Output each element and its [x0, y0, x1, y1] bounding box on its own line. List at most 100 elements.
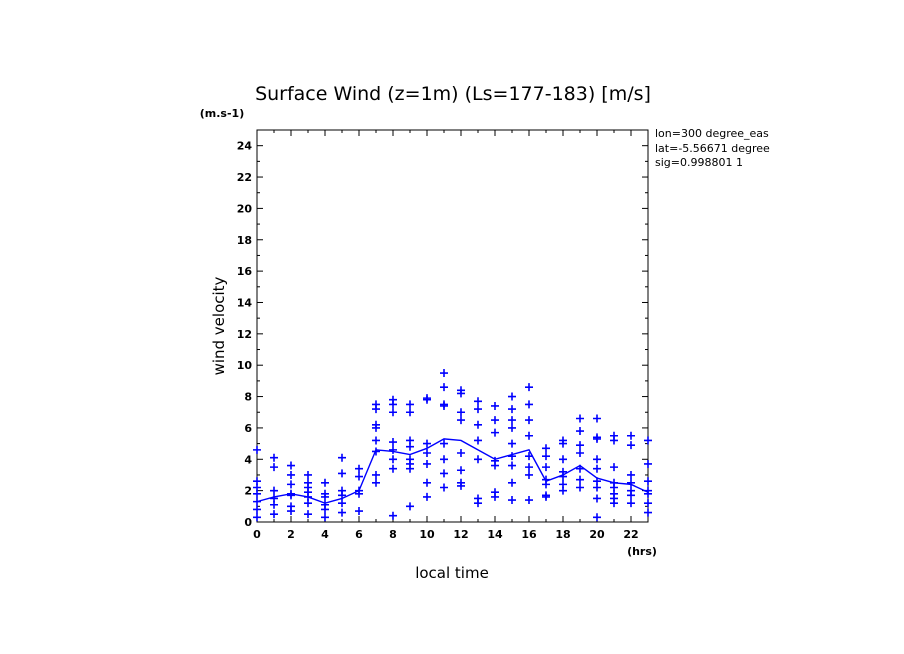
scatter-point	[389, 408, 397, 417]
y-units-label: (m.s-1)	[200, 107, 244, 120]
scatter-point	[644, 477, 652, 486]
scatter-point	[491, 416, 499, 425]
scatter-point	[542, 492, 550, 501]
x-tick-label: 6	[355, 528, 363, 541]
scatter-point	[491, 492, 499, 501]
x-tick-label: 0	[253, 528, 261, 541]
x-tick-label: 20	[589, 528, 605, 541]
scatter-point	[270, 463, 278, 472]
scatter-point	[644, 436, 652, 445]
info-lat: lat=-5.56671 degree	[655, 142, 770, 155]
scatter-point	[287, 491, 295, 500]
scatter-point	[525, 383, 533, 392]
x-tick-label: 8	[389, 528, 397, 541]
y-tick-label: 0	[244, 516, 252, 529]
scatter-point	[321, 513, 329, 522]
scatter-point	[542, 452, 550, 461]
scatter-point	[474, 397, 482, 406]
scatter-point	[610, 436, 618, 445]
y-axis-label: wind velocity	[210, 276, 228, 375]
y-tick-label: 6	[244, 422, 252, 435]
y-tick-label: 18	[237, 234, 252, 247]
scatter-point	[576, 449, 584, 458]
scatter-point	[627, 491, 635, 500]
x-tick-label: 2	[287, 528, 295, 541]
scatter-point	[338, 469, 346, 478]
scatter-point	[338, 499, 346, 508]
scatter-point	[423, 439, 431, 448]
x-tick-label: 14	[487, 528, 503, 541]
scatter-point	[270, 486, 278, 495]
info-lon: lon=300 degree_eas	[655, 127, 769, 140]
scatter-point	[593, 513, 601, 522]
scatter-point	[406, 502, 414, 511]
scatter-point	[474, 436, 482, 445]
y-tick-label: 12	[237, 328, 252, 341]
x-tick-label: 4	[321, 528, 329, 541]
scatter-point	[423, 478, 431, 487]
scatter-point	[440, 369, 448, 378]
scatter-point	[389, 438, 397, 447]
scatter-point	[559, 439, 567, 448]
x-tick-label: 10	[419, 528, 435, 541]
scatter-point	[457, 481, 465, 490]
scatter-point	[525, 431, 533, 440]
y-tick-label: 14	[237, 296, 253, 309]
scatter-point	[491, 461, 499, 470]
scatter-point	[287, 480, 295, 489]
x-axis-label: local time	[415, 564, 489, 582]
scatter-point	[338, 453, 346, 462]
scatter-point	[576, 414, 584, 423]
scatter-point	[508, 405, 516, 414]
scatter-point	[253, 489, 261, 498]
scatter-point	[321, 505, 329, 514]
scatter-point	[270, 453, 278, 462]
scatter-point	[508, 392, 516, 401]
scatter-point	[525, 400, 533, 409]
scatter-point	[406, 400, 414, 409]
scatter-point	[627, 431, 635, 440]
scatter-point	[593, 494, 601, 503]
scatter-point	[372, 436, 380, 445]
scatter-point	[474, 420, 482, 429]
scatter-point	[253, 505, 261, 514]
scatter-point	[406, 408, 414, 417]
data-marks	[253, 369, 652, 522]
scatter-point	[389, 400, 397, 409]
y-tick-label: 24	[237, 140, 253, 153]
scatter-point	[508, 461, 516, 470]
scatter-point	[440, 455, 448, 464]
mean-line	[256, 438, 649, 504]
scatter-point	[593, 464, 601, 473]
scatter-point	[440, 469, 448, 478]
scatter-point	[389, 464, 397, 473]
scatter-point	[525, 463, 533, 472]
x-units-label: (hrs)	[627, 545, 657, 558]
y-tick-label: 16	[237, 265, 253, 278]
scatter-point	[389, 511, 397, 520]
scatter-point	[593, 483, 601, 492]
scatter-point	[389, 455, 397, 464]
scatter-point	[525, 496, 533, 505]
scatter-point	[525, 416, 533, 425]
scatter-point	[304, 499, 312, 508]
scatter-point	[542, 444, 550, 453]
scatter-point	[644, 508, 652, 517]
scatter-point	[559, 486, 567, 495]
scatter-point	[457, 449, 465, 458]
scatter-point	[576, 427, 584, 436]
scatter-point	[627, 499, 635, 508]
scatter-point	[423, 395, 431, 404]
scatter-point	[270, 510, 278, 519]
scatter-point	[338, 508, 346, 517]
scatter-point	[287, 470, 295, 479]
scatter-point	[525, 470, 533, 479]
scatter-point	[440, 383, 448, 392]
scatter-point	[270, 500, 278, 509]
scatter-point	[287, 507, 295, 516]
y-tick-label: 8	[244, 391, 252, 404]
scatter-point	[627, 470, 635, 479]
scatter-point	[644, 489, 652, 498]
